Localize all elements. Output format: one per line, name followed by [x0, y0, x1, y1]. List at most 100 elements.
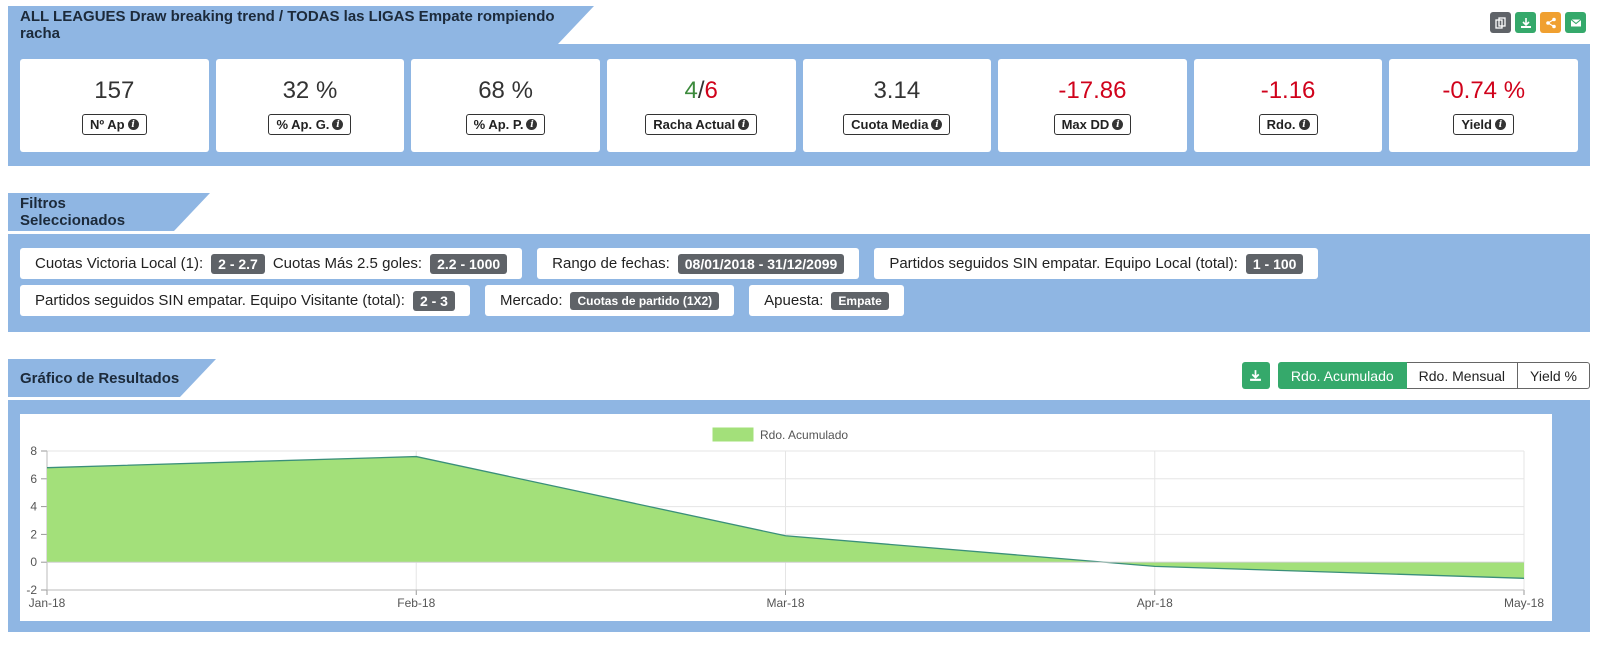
share-icon — [1545, 17, 1556, 28]
download-icon — [1250, 370, 1262, 381]
stat-label: Max DD — [1061, 117, 1110, 132]
legend-swatch — [712, 427, 754, 442]
download-icon — [1520, 17, 1531, 28]
stat-card-rdo: -1.16 Rdo. i — [1193, 59, 1383, 152]
stat-value: 32 % — [282, 77, 338, 104]
stat-value: 3.14 — [873, 77, 921, 104]
filter-odds: Cuotas Victoria Local (1): 2 - 2.7 Cuota… — [20, 248, 523, 279]
filters-title: Filtros Seleccionados — [8, 193, 210, 231]
x-tick-label: Apr-18 — [1137, 596, 1173, 610]
info-icon: i — [1494, 119, 1506, 130]
filter-label: Partidos seguidos SIN empatar. Equipo Lo… — [889, 255, 1238, 272]
stat-card-racha: 4/6 Racha Actual i — [606, 59, 796, 152]
stat-label: Yield — [1461, 117, 1492, 132]
copy-button[interactable] — [1490, 12, 1511, 33]
stat-value: -1.16 — [1260, 77, 1316, 104]
racha-wins: 4 — [684, 77, 698, 104]
info-icon: i — [1298, 119, 1310, 130]
tab-rdo-acumulado[interactable]: Rdo. Acumulado — [1277, 362, 1407, 389]
filter-label: Cuotas Más 2.5 goles: — [272, 255, 423, 272]
filter-value: 2.2 - 1000 — [430, 253, 508, 274]
stat-label: % Ap. G. — [276, 117, 330, 132]
y-tick-label: 6 — [30, 472, 37, 486]
filters-list: Cuotas Victoria Local (1): 2 - 2.7 Cuota… — [20, 248, 1578, 322]
tab-rdo-mensual[interactable]: Rdo. Mensual — [1406, 362, 1519, 389]
filter-bet: Apuesta: Empate — [749, 285, 904, 316]
info-icon: i — [1112, 119, 1124, 130]
stat-value: -17.86 — [1058, 77, 1127, 104]
stat-value: 4/6 — [684, 76, 717, 106]
tab-yield[interactable]: Yield % — [1518, 362, 1590, 389]
filter-value: Empate — [831, 291, 889, 310]
stats-cards: 157 Nº Ap i 32 % % Ap. G. i 68 % % Ap. P. i… — [20, 59, 1578, 152]
page-title-text: ALL LEAGUES Draw breaking trend / TODAS … — [20, 8, 555, 42]
stat-label-button[interactable]: % Ap. G. i — [268, 114, 352, 135]
stat-label-button[interactable]: Yield i — [1453, 114, 1514, 135]
x-tick-label: Jan-18 — [29, 596, 66, 610]
y-tick-label: 4 — [30, 500, 37, 514]
filter-label: Apuesta: — [764, 292, 824, 309]
stat-value: -0.74 % — [1442, 77, 1526, 104]
y-tick-label: 0 — [30, 555, 37, 569]
series-line — [46, 455, 1525, 579]
filter-label: Mercado: — [499, 292, 563, 309]
stat-label-button[interactable]: % Ap. P. i — [465, 114, 546, 135]
share-button[interactable] — [1540, 12, 1561, 33]
info-icon: i — [332, 119, 344, 130]
download-button[interactable] — [1515, 12, 1536, 33]
chart-title-text: Gráfico de Resultados — [20, 369, 180, 387]
results-chart: -2 0 2 4 6 8 Jan-18 Feb-18 Mar-18 Apr-18 May-18 Rdo… — [20, 414, 1552, 621]
stat-label-button[interactable]: Cuota Media i — [843, 114, 951, 135]
stat-label: % Ap. P. — [473, 117, 524, 132]
x-tick-label: Mar-18 — [766, 596, 804, 610]
info-icon: i — [526, 119, 538, 130]
series-area — [47, 456, 1524, 579]
stat-card-yield: -0.74 % Yield i — [1389, 59, 1578, 152]
stat-label: Nº Ap — [90, 117, 125, 132]
stat-card-maxdd: -17.86 Max DD i — [998, 59, 1187, 152]
y-tick-label: 2 — [30, 527, 37, 541]
filter-value: Cuotas de partido (1X2) — [570, 291, 720, 310]
filter-value: 08/01/2018 - 31/12/2099 — [677, 253, 845, 274]
legend-label: Rdo. Acumulado — [760, 428, 848, 442]
racha-losses: 6 — [704, 77, 718, 104]
y-tick-label: 8 — [30, 444, 37, 458]
stat-label-button[interactable]: Racha Actual i — [645, 114, 758, 135]
stat-label-button[interactable]: Max DD i — [1053, 114, 1132, 135]
header-actions — [1490, 12, 1586, 33]
y-tick-label: -2 — [26, 583, 37, 597]
x-tick-label: May-18 — [1504, 596, 1544, 610]
filter-row: Partidos seguidos SIN empatar. Equipo Vi… — [20, 285, 1578, 316]
stat-value: 157 — [94, 77, 135, 104]
filter-label: Cuotas Victoria Local (1): — [35, 255, 204, 272]
stat-card-perdidas: 68 % % Ap. P. i — [411, 59, 600, 152]
stat-card-ganadas: 32 % % Ap. G. i — [215, 59, 405, 152]
filters-title-text: Filtros Seleccionados — [20, 195, 126, 229]
copy-icon — [1494, 16, 1506, 29]
filter-dates: Rango de fechas: 08/01/2018 - 31/12/2099 — [537, 248, 860, 279]
filter-away-streak: Partidos seguidos SIN empatar. Equipo Vi… — [20, 285, 470, 316]
chart-controls: Rdo. Acumulado Rdo. Mensual Yield % — [1241, 362, 1590, 389]
stat-label-button[interactable]: Rdo. i — [1258, 114, 1318, 135]
chart-svg: -2 0 2 4 6 8 Jan-18 Feb-18 Mar-18 Apr-18 May-18 Rdo… — [26, 427, 1544, 610]
filter-value: 2 - 2.7 — [211, 253, 265, 274]
x-tick-label: Feb-18 — [397, 596, 435, 610]
info-icon: i — [127, 119, 139, 130]
filter-market: Mercado: Cuotas de partido (1X2) — [484, 285, 735, 316]
filter-local-streak: Partidos seguidos SIN empatar. Equipo Lo… — [874, 248, 1319, 279]
stat-label-button[interactable]: Nº Ap i — [82, 114, 147, 135]
info-icon: i — [931, 119, 943, 130]
filter-value: 1 - 100 — [1245, 253, 1304, 274]
racha-separator: / — [697, 77, 705, 104]
chart-download-button[interactable] — [1241, 362, 1270, 389]
filter-label: Partidos seguidos SIN empatar. Equipo Vi… — [35, 292, 405, 309]
email-button[interactable] — [1565, 12, 1586, 33]
chart-mode-toggle: Rdo. Acumulado Rdo. Mensual Yield % — [1277, 362, 1590, 389]
filter-row: Cuotas Victoria Local (1): 2 - 2.7 Cuota… — [20, 248, 1578, 279]
stat-card-cuota: 3.14 Cuota Media i — [802, 59, 992, 152]
stat-label: Cuota Media — [851, 117, 929, 132]
stat-value: 68 % — [478, 77, 533, 104]
page-title: ALL LEAGUES Draw breaking trend / TODAS … — [8, 6, 594, 44]
stat-label: Racha Actual — [653, 117, 736, 132]
stat-card-apuestas: 157 Nº Ap i — [20, 59, 209, 152]
